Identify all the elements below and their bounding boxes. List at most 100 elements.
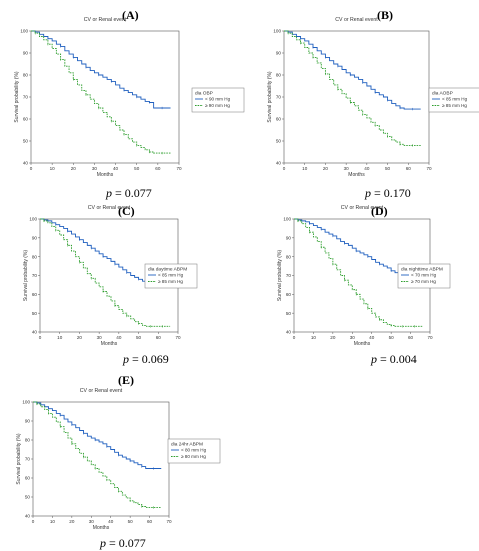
p-value: p = 0.077 — [100, 536, 146, 551]
y-tick-label: 70 — [25, 457, 31, 462]
x-tick-label: 0 — [283, 166, 286, 171]
y-tick-label: 60 — [25, 476, 31, 481]
p-value-text: = 0.004 — [380, 352, 417, 366]
x-tick-label: 10 — [57, 335, 63, 340]
x-tick-label: 30 — [89, 519, 95, 524]
x-tick-label: 10 — [50, 519, 56, 524]
y-tick-label: 40 — [286, 330, 292, 335]
x-tick-label: 0 — [30, 166, 33, 171]
p-value-text: = 0.170 — [374, 186, 411, 200]
y-tick-label: 40 — [23, 161, 29, 166]
x-tick-label: 20 — [330, 335, 336, 340]
x-tick-label: 40 — [369, 335, 375, 340]
legend-box — [191, 87, 245, 113]
panel-d: (D) CV or Renal event 40 50 60 70 80 90 100 0 10 20… — [267, 202, 479, 366]
x-tick-label: 0 — [39, 335, 42, 340]
legend-box — [167, 438, 221, 464]
y-tick-label: 90 — [276, 51, 282, 56]
x-tick-label: 50 — [389, 335, 395, 340]
y-tick-label: 100 — [273, 29, 281, 34]
y-tick-label: 60 — [286, 292, 292, 297]
x-tick-label: 20 — [323, 166, 329, 171]
y-tick-label: 50 — [32, 311, 38, 316]
panel-e: (E) CV or Renal event 40 50 60 70 80 90 100 0 10 20… — [14, 373, 229, 551]
y-tick-label: 70 — [276, 95, 282, 100]
legend-entry: ≥ 80 mm Hg — [181, 454, 206, 459]
x-axis-label: Months — [101, 341, 118, 347]
p-symbol: p — [365, 186, 371, 200]
series-line-above — [40, 218, 171, 327]
x-tick-label: 60 — [155, 166, 161, 171]
p-symbol: p — [106, 186, 112, 200]
legend-entry: < 70 mm Hg — [411, 273, 437, 278]
chart-title: CV or Renal event — [88, 205, 131, 211]
y-tick-label: 60 — [276, 117, 282, 122]
x-tick-label: 20 — [69, 519, 75, 524]
x-axis-label: Months — [97, 172, 114, 178]
legend-title: dia nighttime ABPM — [401, 267, 443, 273]
panel-label: (A) — [122, 8, 139, 22]
p-symbol: p — [123, 352, 129, 366]
legend-entry: ≥ 90 mm Hg — [205, 103, 230, 108]
y-tick-label: 50 — [286, 311, 292, 316]
x-tick-label: 10 — [50, 166, 56, 171]
x-tick-label: 50 — [128, 519, 134, 524]
series-line-below — [31, 30, 171, 109]
y-tick-label: 40 — [276, 161, 282, 166]
series-line-below — [40, 218, 171, 288]
legend-entry: ≥ 85 mm Hg — [442, 103, 467, 108]
legend-title: dia AOBP — [432, 91, 453, 97]
x-tick-label: 30 — [97, 335, 103, 340]
panel-label: (B) — [377, 8, 393, 22]
y-tick-label: 90 — [23, 51, 29, 56]
panel-b: (B) CV or Renal event 40 50 60 70 80 90 100 0 10 20… — [267, 4, 479, 200]
y-tick-label: 80 — [276, 73, 282, 78]
legend-entry: < 85 mm Hg — [158, 273, 184, 278]
plot-frame — [30, 30, 180, 164]
x-tick-label: 70 — [176, 166, 182, 171]
x-tick-label: 10 — [302, 166, 308, 171]
x-tick-label: 50 — [385, 166, 391, 171]
x-tick-label: 70 — [166, 519, 172, 524]
x-tick-label: 50 — [136, 335, 142, 340]
y-axis-label: Survival probability (%) — [16, 433, 22, 484]
p-value: p = 0.004 — [371, 352, 417, 367]
chart-title: CV or Renal event — [341, 205, 384, 211]
y-tick-label: 100 — [20, 29, 28, 34]
x-tick-label: 40 — [364, 166, 370, 171]
panel-label: (C) — [118, 204, 135, 218]
y-tick-label: 80 — [32, 254, 38, 259]
km-chart: CV or Renal event 40 50 60 70 80 90 100 0 10 20 30 4… — [23, 205, 198, 347]
series-line-below — [284, 30, 421, 110]
legend-box — [144, 263, 198, 289]
km-chart: CV or Renal event 40 50 60 70 80 90 100 0 10 20 30 4… — [277, 205, 451, 347]
x-tick-label: 20 — [71, 166, 77, 171]
x-tick-label: 40 — [116, 335, 122, 340]
y-tick-label: 90 — [25, 419, 31, 424]
series-line-below — [33, 401, 162, 469]
y-tick-label: 70 — [286, 273, 292, 278]
series-line-above — [284, 30, 421, 146]
legend-box — [428, 87, 479, 113]
p-value-text: = 0.069 — [132, 352, 169, 366]
x-tick-label: 60 — [408, 335, 414, 340]
legend-title: dia OBP — [195, 91, 213, 97]
x-tick-label: 20 — [77, 335, 83, 340]
legend-entry: < 80 mm Hg — [181, 448, 207, 453]
x-tick-label: 0 — [32, 519, 35, 524]
y-tick-label: 50 — [23, 139, 29, 144]
p-value-text: = 0.077 — [115, 186, 152, 200]
legend-title: dia 24hr ABPM — [171, 442, 203, 448]
y-tick-label: 50 — [25, 495, 31, 500]
series-line-above — [31, 30, 171, 154]
chart-title: CV or Renal event — [80, 388, 123, 394]
legend-entry: ≥ 85 mm Hg — [158, 279, 183, 284]
p-value: p = 0.069 — [123, 352, 169, 367]
y-tick-label: 60 — [32, 292, 38, 297]
y-tick-label: 90 — [286, 235, 292, 240]
y-tick-label: 80 — [25, 438, 31, 443]
panel-label: (D) — [371, 204, 388, 218]
x-tick-label: 70 — [175, 335, 181, 340]
p-symbol: p — [371, 352, 377, 366]
legend-entry: < 85 mm Hg — [442, 97, 468, 102]
